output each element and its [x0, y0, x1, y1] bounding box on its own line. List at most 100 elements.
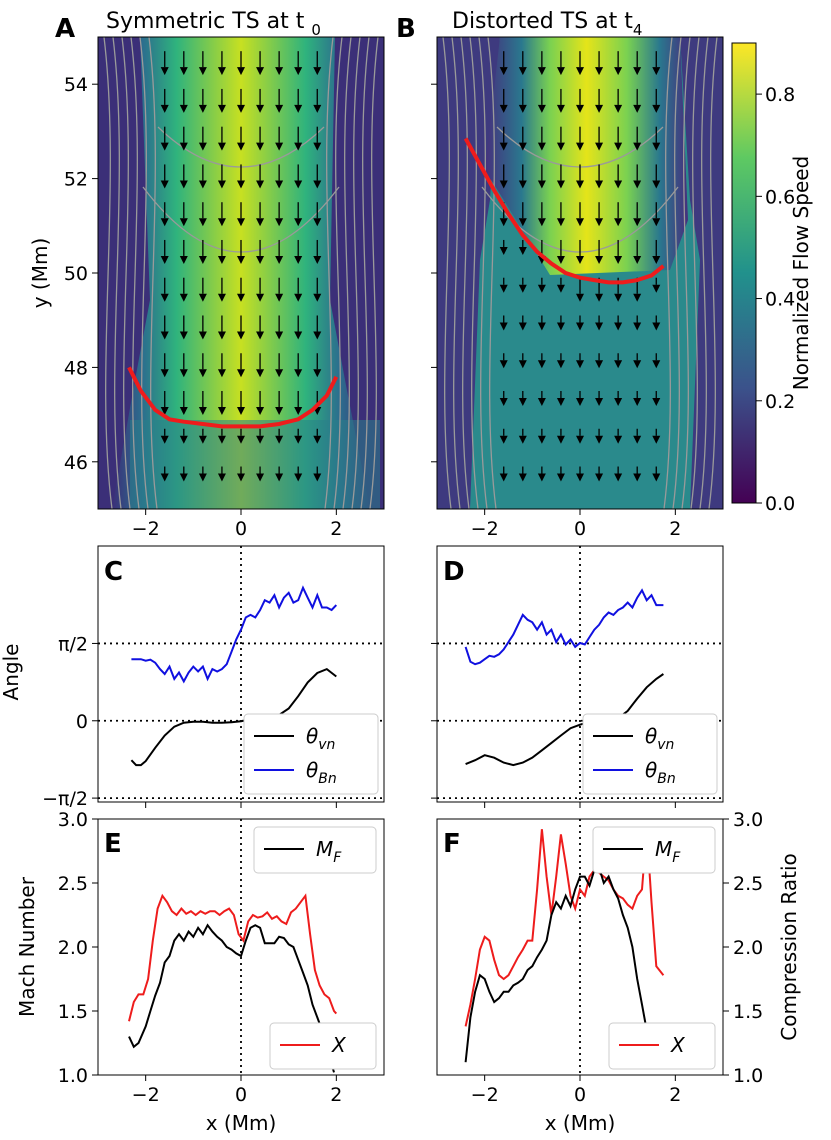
velocity-arrow-head [313, 142, 322, 151]
panel-f-ytick-label: 3.0 [733, 809, 763, 831]
panel-e-ytick-label: 2.0 [58, 937, 88, 959]
panel-c-theta-bn-line [131, 585, 338, 684]
panel-f-xlabel: x (Mm) [545, 1111, 616, 1135]
velocity-arrow-head [614, 398, 623, 406]
panel-a-ytick-label: 52 [64, 169, 88, 191]
velocity-arrow-head [179, 104, 188, 113]
velocity-arrow-head [518, 218, 527, 227]
velocity-arrow-head [275, 369, 284, 378]
velocity-arrow-head [499, 322, 508, 331]
velocity-arrow-head [652, 322, 661, 331]
velocity-arrow-head [556, 398, 565, 406]
velocity-arrow-head [198, 293, 207, 302]
velocity-arrow-head [614, 104, 623, 113]
velocity-arrow-head [595, 473, 604, 482]
velocity-arrow-head [556, 255, 565, 264]
velocity-arrow-head [595, 435, 604, 444]
panel-e-xtick-label: 2 [330, 1084, 342, 1106]
velocity-arrow-head [256, 435, 265, 444]
streamline [690, 37, 700, 509]
velocity-arrow-head [198, 435, 207, 444]
velocity-arrow-head [294, 142, 303, 151]
velocity-arrow-head [237, 369, 245, 378]
velocity-arrow-head [275, 435, 284, 444]
panel-f-compression-line [464, 829, 665, 1027]
velocity-arrow-head [537, 67, 546, 76]
velocity-arrow-head [518, 142, 527, 151]
velocity-arrow-head [294, 407, 303, 415]
legend-label: X [670, 1033, 686, 1057]
velocity-arrow-head [294, 331, 303, 340]
velocity-arrow-head [652, 142, 661, 151]
legend-box [592, 826, 716, 874]
velocity-arrow-head [198, 407, 207, 415]
velocity-arrow-head [160, 473, 169, 482]
colorbar: 0.0 0.2 0.4 0.6 0.8 Normalized Flow Speed [731, 42, 813, 515]
velocity-arrow-head [237, 331, 245, 340]
velocity-arrow-head [217, 369, 226, 378]
panel-a-ytick-label: 46 [64, 452, 88, 474]
velocity-arrow-head [652, 435, 661, 444]
velocity-arrow-head [275, 67, 284, 76]
velocity-arrow-head [237, 255, 245, 264]
velocity-arrow-head [614, 435, 623, 444]
velocity-arrow-head [198, 67, 207, 76]
colorbar-gradient [731, 42, 757, 504]
velocity-arrow-head [294, 180, 303, 189]
velocity-arrow-head [217, 218, 226, 227]
legend-box [582, 713, 718, 795]
velocity-arrow-head [160, 407, 169, 415]
velocity-arrow-head [556, 67, 565, 76]
velocity-arrow-head [614, 473, 623, 482]
velocity-arrow-head [556, 322, 565, 331]
velocity-arrow-head [160, 67, 169, 76]
velocity-arrow-head [499, 104, 508, 113]
velocity-arrow-head [633, 218, 642, 227]
velocity-arrow-head [160, 435, 169, 444]
velocity-arrow-head [237, 407, 245, 415]
velocity-arrow-head [294, 67, 303, 76]
velocity-arrow-head [179, 435, 188, 444]
velocity-arrow-head [313, 67, 322, 76]
panel-b-shock-front [463, 137, 665, 285]
streamline [478, 37, 488, 509]
legend-label: θBn [306, 758, 337, 787]
panel-f-xtick-label: 2 [669, 1084, 681, 1106]
velocity-arrow-head [518, 360, 527, 369]
velocity-arrow-head [313, 218, 322, 227]
panel-f-xtick-label: 0 [574, 1084, 586, 1106]
velocity-arrow-head [256, 255, 265, 264]
velocity-arrow-head [198, 369, 207, 378]
velocity-arrow-head [237, 473, 245, 482]
colorbar-tick-label: 0.4 [765, 289, 795, 311]
panel-a-ytick-label: 48 [64, 357, 88, 379]
velocity-arrow-head [556, 435, 565, 444]
panel-c-ylabel: Angle [0, 644, 23, 701]
velocity-arrow-head [217, 255, 226, 264]
legend-label: X [331, 1033, 347, 1057]
panel-a-title: Symmetric TS at t 0 [106, 9, 321, 39]
velocity-arrow-head [537, 435, 546, 444]
velocity-arrow-head [256, 67, 265, 76]
velocity-arrow-head [313, 369, 322, 378]
velocity-arrow-head [633, 255, 642, 264]
panel-f-xtick-label: −2 [471, 1084, 499, 1106]
panel-b-heatmap [437, 37, 723, 509]
velocity-arrow-head [237, 218, 245, 227]
panel-f-mach-line [464, 866, 655, 1063]
velocity-arrow-head [595, 255, 604, 264]
panel-e-ytick-label: 2.5 [58, 873, 88, 895]
panel-b-xtick-label: −2 [471, 518, 499, 540]
streamline [672, 37, 682, 509]
velocity-arrow-head [595, 218, 604, 227]
velocity-arrow-head [217, 407, 226, 415]
velocity-arrow-head [595, 104, 604, 113]
velocity-arrow-head [633, 473, 642, 482]
streamline [130, 37, 140, 509]
velocity-arrow-head [499, 284, 508, 293]
panel-a-downstream-region [130, 420, 380, 509]
velocity-arrow-head [198, 218, 207, 227]
velocity-arrow-head [576, 142, 584, 151]
velocity-arrow-head [256, 180, 265, 189]
